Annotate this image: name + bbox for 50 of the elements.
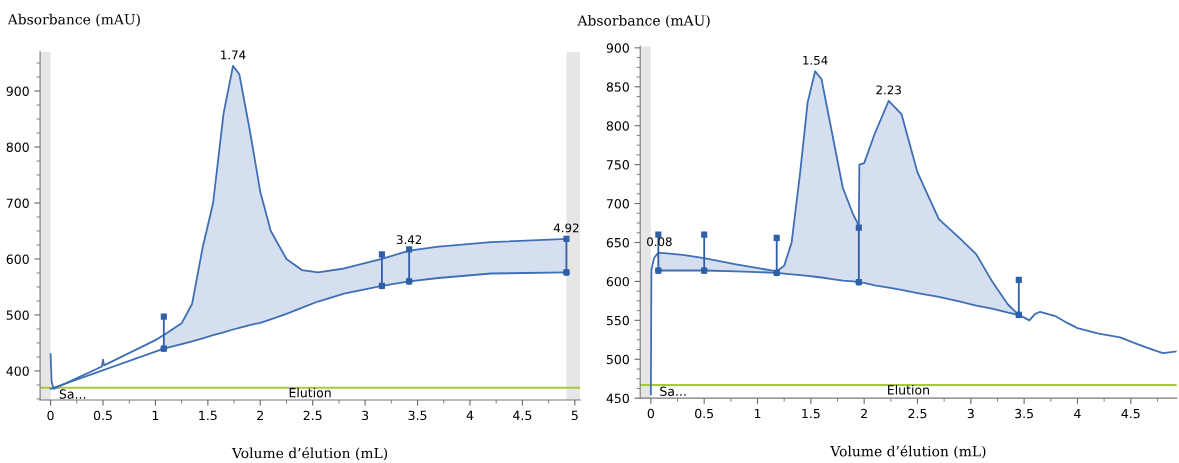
- y-tick-label: 500: [6, 310, 29, 320]
- x-tick-label: 0: [47, 410, 54, 421]
- ref-line-label: Elution: [888, 384, 929, 395]
- x-tick-label: 0.5: [93, 410, 112, 421]
- annotation: 1.74: [221, 50, 246, 60]
- x-tick-label: 0.5: [695, 408, 714, 419]
- y-tick-label: 800: [6, 142, 29, 152]
- x-tick-label: 4: [466, 410, 474, 420]
- x-tick-label: 3: [967, 408, 974, 419]
- x-tick-label: 2.5: [303, 410, 322, 421]
- y-tick-label: 600: [6, 254, 29, 264]
- y-axis-title: Absorbance (mAU): [577, 14, 710, 28]
- annotation: 4.92: [553, 223, 579, 233]
- x-tick-label: 4: [1074, 408, 1081, 419]
- y-tick-label: 400: [6, 366, 29, 376]
- x-tick-label: 1: [754, 408, 761, 419]
- y-tick-label: 750: [606, 160, 629, 170]
- y-tick-label: 550: [606, 315, 629, 326]
- annotation: 3.42: [396, 235, 422, 245]
- y-tick-label: 600: [606, 276, 629, 287]
- y-tick-label: 700: [6, 198, 29, 208]
- y-axis-title: Absorbance (mAU): [7, 13, 140, 27]
- annotation: Sa...: [59, 389, 86, 399]
- annotation: Sa...: [660, 386, 686, 397]
- x-tick-label: 2.5: [908, 408, 927, 419]
- y-tick-label: 500: [606, 354, 629, 365]
- ref-line-label: Elution: [289, 387, 331, 398]
- x-tick-label: 3.5: [1015, 408, 1033, 419]
- x-tick-label: 3.5: [408, 410, 427, 421]
- x-tick-label: 0: [647, 408, 655, 419]
- x-axis-title: Volume d’élution (mL): [830, 445, 986, 459]
- x-tick-label: 1.5: [199, 410, 217, 421]
- x-tick-label: 5: [571, 410, 578, 421]
- y-tick-label: 450: [606, 393, 629, 404]
- x-axis-title: Volume d’élution (mL): [231, 446, 388, 461]
- x-tick-label: 3: [362, 410, 369, 421]
- x-tick-label: 4.5: [513, 410, 532, 421]
- x-tick-label: 1.5: [802, 408, 820, 419]
- y-tick-label: 900: [606, 43, 629, 53]
- y-tick-label: 800: [606, 121, 629, 131]
- x-tick-label: 2: [257, 410, 263, 420]
- x-tick-label: 4.5: [1121, 408, 1140, 419]
- x-tick-label: 2: [861, 408, 867, 419]
- x-tick-label: 1: [152, 410, 159, 420]
- y-tick-label: 700: [606, 199, 629, 209]
- annotation: 1.54: [803, 55, 828, 65]
- y-tick-label: 900: [6, 86, 29, 96]
- y-tick-label: 850: [606, 82, 629, 92]
- annotation: 2.23: [876, 85, 901, 95]
- y-tick-label: 650: [606, 237, 629, 248]
